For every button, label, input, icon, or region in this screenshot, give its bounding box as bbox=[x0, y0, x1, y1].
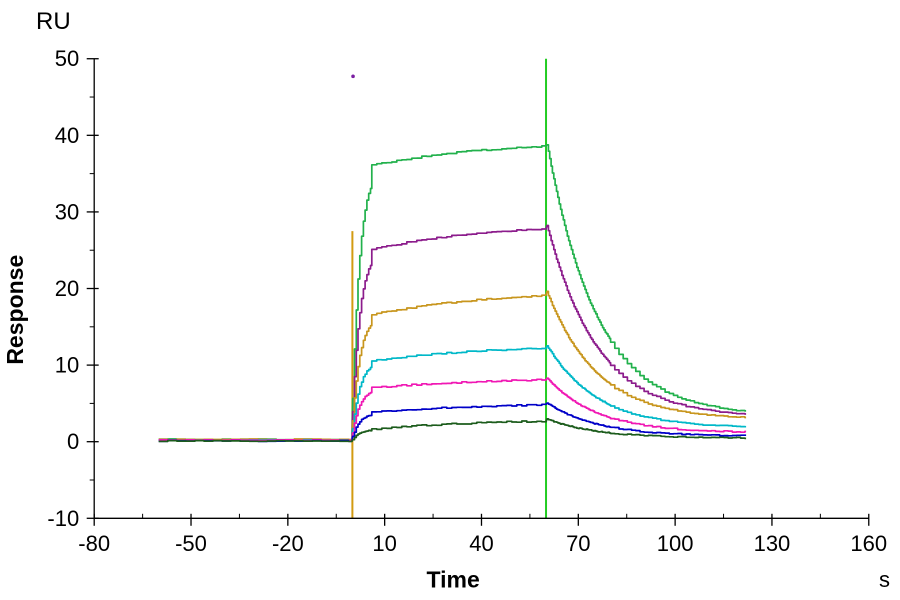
svg-text:100: 100 bbox=[657, 531, 694, 556]
svg-text:20: 20 bbox=[55, 276, 79, 301]
svg-text:-20: -20 bbox=[272, 531, 304, 556]
svg-text:-50: -50 bbox=[175, 531, 207, 556]
svg-text:Time: Time bbox=[426, 567, 479, 593]
svg-text:30: 30 bbox=[55, 199, 79, 224]
svg-text:10: 10 bbox=[372, 531, 396, 556]
svg-text:70: 70 bbox=[566, 531, 590, 556]
svg-text:0: 0 bbox=[67, 429, 79, 454]
svg-text:40: 40 bbox=[55, 123, 79, 148]
svg-text:160: 160 bbox=[850, 531, 887, 556]
svg-text:Response: Response bbox=[2, 255, 28, 365]
svg-text:10: 10 bbox=[55, 353, 79, 378]
svg-text:40: 40 bbox=[469, 531, 493, 556]
svg-text:-10: -10 bbox=[47, 506, 79, 531]
svg-text:130: 130 bbox=[754, 531, 791, 556]
svg-text:50: 50 bbox=[55, 46, 79, 71]
svg-text:-80: -80 bbox=[78, 531, 110, 556]
